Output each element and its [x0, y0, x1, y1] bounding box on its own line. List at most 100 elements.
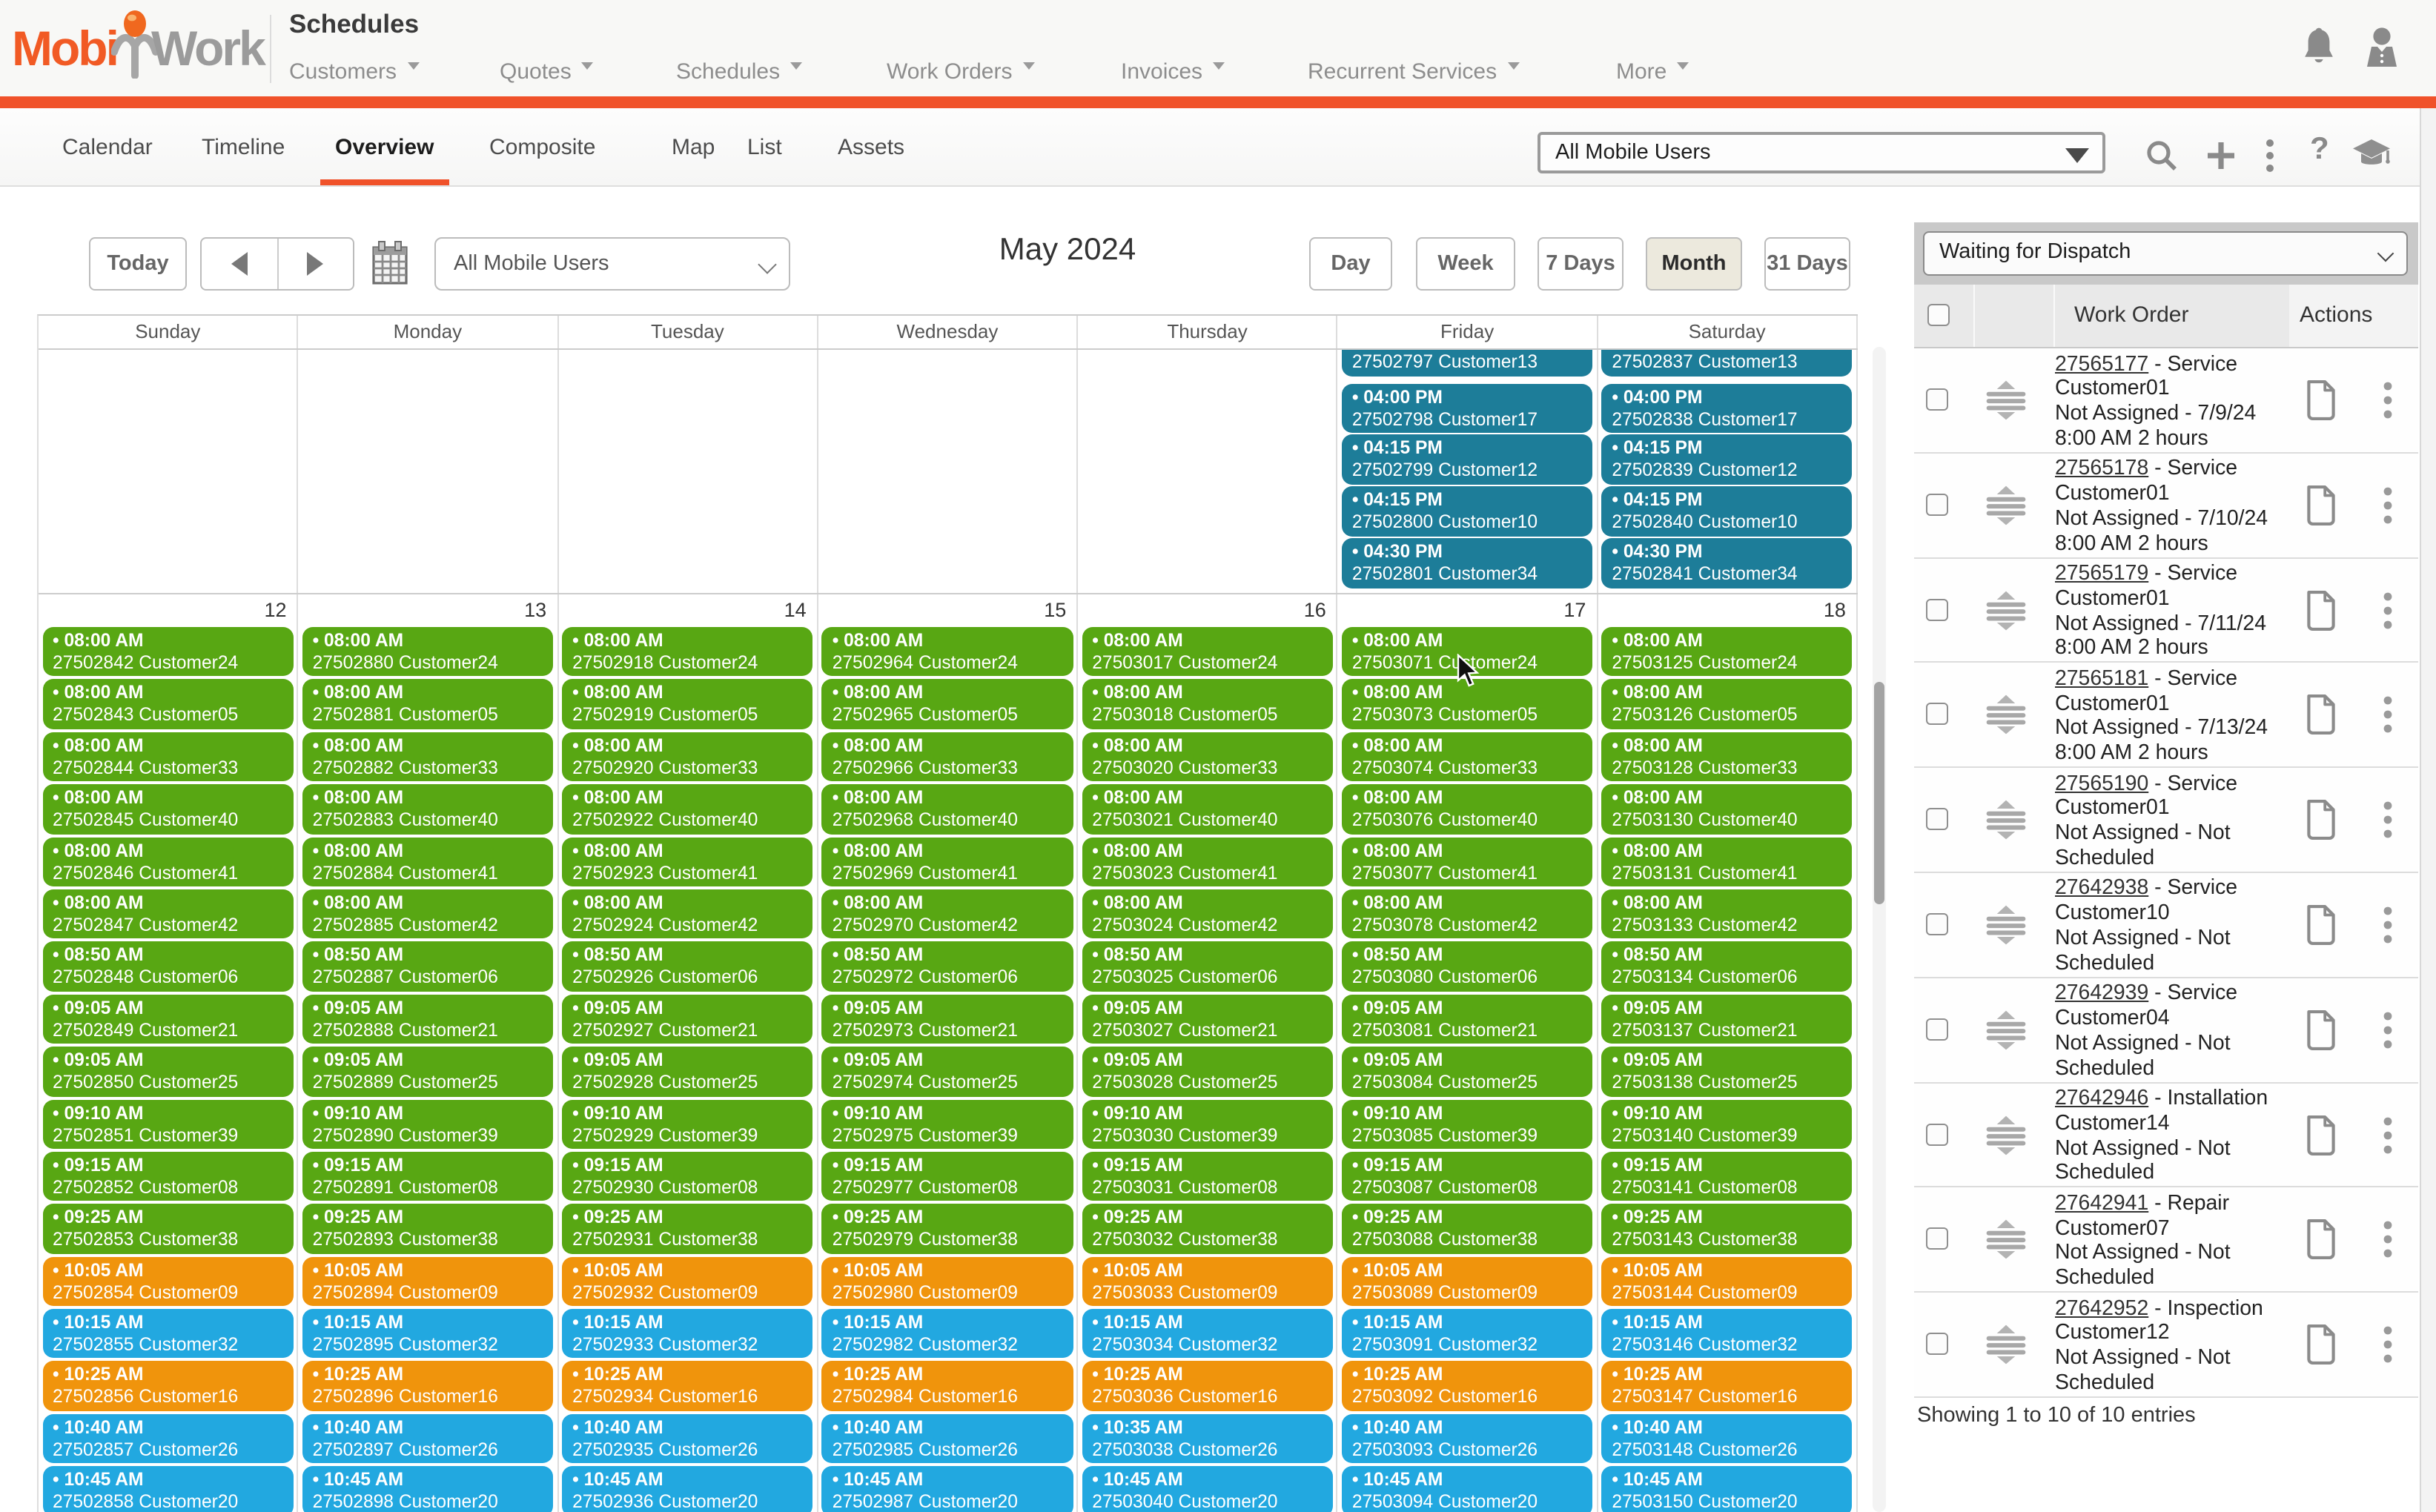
row-menu-icon[interactable]: [2383, 381, 2393, 427]
calendar-event[interactable]: • 10:45 AM 27502858 Customer20: [42, 1466, 294, 1512]
calendar-event[interactable]: • 08:00 AM 27502882 Customer33: [302, 732, 554, 782]
view-button-week[interactable]: Week: [1416, 237, 1515, 291]
calendar-event[interactable]: • 09:10 AM 27503140 Customer39: [1601, 1099, 1853, 1149]
add-icon[interactable]: [2203, 138, 2239, 173]
calendar-event[interactable]: • 09:05 AM 27502973 Customer21: [821, 994, 1073, 1044]
calendar-event[interactable]: • 04:30 PM 27502801 Customer34: [1341, 538, 1593, 588]
page-scrollbar[interactable]: [2420, 108, 2436, 1512]
calendar-event[interactable]: • 08:00 AM 27503024 Customer42: [1082, 889, 1333, 939]
calendar-event[interactable]: • 09:05 AM 27503084 Customer25: [1341, 1047, 1593, 1097]
calendar-event[interactable]: • 10:15 AM 27502855 Customer32: [42, 1309, 294, 1359]
calendar-event[interactable]: • 09:10 AM 27502851 Customer39: [42, 1099, 294, 1149]
team-select[interactable]: All Mobile Users: [1538, 132, 2105, 173]
work-order-link[interactable]: 27642946: [2055, 1087, 2149, 1111]
calendar-event[interactable]: • 10:45 AM 27503150 Customer20: [1601, 1466, 1853, 1512]
row-checkbox[interactable]: [1926, 1227, 1948, 1250]
row-menu-icon[interactable]: [2383, 906, 2393, 952]
calendar-event[interactable]: • 10:25 AM 27503036 Customer16: [1082, 1361, 1333, 1411]
calendar-event[interactable]: • 09:05 AM 27503081 Customer21: [1341, 994, 1593, 1044]
tab-overview[interactable]: Overview: [320, 135, 449, 185]
calendar-event[interactable]: • 09:15 AM 27502891 Customer08: [302, 1151, 554, 1201]
work-order-link[interactable]: 27642938: [2055, 876, 2149, 901]
calendar-event[interactable]: • 10:15 AM 27503146 Customer32: [1601, 1309, 1853, 1359]
calendar-event[interactable]: • 08:00 AM 27503133 Customer42: [1601, 889, 1853, 939]
calendar-event[interactable]: • 08:00 AM 27503076 Customer40: [1341, 784, 1593, 835]
calendar-event[interactable]: • 10:45 AM 27502898 Customer20: [302, 1466, 554, 1512]
calendar-event[interactable]: • 08:00 AM 27502968 Customer40: [821, 784, 1073, 835]
row-checkbox[interactable]: [1926, 1018, 1948, 1041]
calendar-event[interactable]: • 08:00 AM 27502919 Customer05: [562, 679, 813, 729]
calendar-event[interactable]: • 09:15 AM 27503087 Customer08: [1341, 1151, 1593, 1201]
calendar-event[interactable]: • 09:05 AM 27502928 Customer25: [562, 1047, 813, 1097]
calendar-event[interactable]: • 08:50 AM 27503025 Customer06: [1082, 941, 1333, 992]
calendar-event[interactable]: • 08:00 AM 27503018 Customer05: [1082, 679, 1333, 729]
calendar-event[interactable]: • 08:50 AM 27503080 Customer06: [1341, 941, 1593, 992]
calendar-event[interactable]: • 08:00 AM 27502842 Customer24: [42, 627, 294, 677]
row-menu-icon[interactable]: [2383, 1011, 2393, 1057]
view-button-7-days[interactable]: 7 Days: [1538, 237, 1624, 291]
drag-handle-icon[interactable]: [1982, 1009, 2030, 1058]
calendar-event[interactable]: • 08:00 AM 27502970 Customer42: [821, 889, 1073, 939]
mobile-users-select[interactable]: All Mobile Users: [434, 237, 790, 291]
calendar-event[interactable]: • 09:05 AM 27503137 Customer21: [1601, 994, 1853, 1044]
calendar-event[interactable]: • 09:15 AM 27503031 Customer08: [1082, 1151, 1333, 1201]
view-button-day[interactable]: Day: [1309, 237, 1392, 291]
notes-document-icon[interactable]: [2304, 589, 2338, 638]
calendar-event[interactable]: • 08:00 AM 27503126 Customer05: [1601, 679, 1853, 729]
calendar-event[interactable]: • 08:00 AM 27503078 Customer42: [1341, 889, 1593, 939]
calendar-event[interactable]: • 08:00 AM 27502965 Customer05: [821, 679, 1073, 729]
calendar-event[interactable]: • 08:00 AM 27502924 Customer42: [562, 889, 813, 939]
row-checkbox[interactable]: [1926, 808, 1948, 831]
notes-document-icon[interactable]: [2304, 485, 2338, 534]
calendar-event[interactable]: • 10:45 AM 27503040 Customer20: [1082, 1466, 1333, 1512]
search-icon[interactable]: [2144, 138, 2180, 173]
calendar-event[interactable]: • 08:50 AM 27502887 Customer06: [302, 941, 554, 992]
row-checkbox[interactable]: [1926, 388, 1948, 411]
calendar-event[interactable]: • 08:00 AM 27502923 Customer41: [562, 837, 813, 886]
calendar-event[interactable]: • 09:25 AM 27502931 Customer38: [562, 1204, 813, 1254]
calendar-event[interactable]: • 10:25 AM 27502856 Customer16: [42, 1361, 294, 1411]
notes-document-icon[interactable]: [2304, 799, 2338, 848]
calendar-event[interactable]: • 09:25 AM 27503143 Customer38: [1601, 1204, 1853, 1254]
calendar-event[interactable]: • 08:00 AM 27502885 Customer42: [302, 889, 554, 939]
date-picker-icon[interactable]: [371, 240, 409, 286]
calendar-event[interactable]: • 10:40 AM 27503093 Customer26: [1341, 1413, 1593, 1464]
calendar-event[interactable]: • 04:15 PM 27502840 Customer10: [1601, 486, 1853, 537]
calendar-event[interactable]: • 09:15 AM 27503141 Customer08: [1601, 1151, 1853, 1201]
notes-document-icon[interactable]: [2304, 379, 2338, 428]
calendar-event[interactable]: • 08:50 AM 27502848 Customer06: [42, 941, 294, 992]
drag-handle-icon[interactable]: [1982, 1114, 2030, 1163]
calendar-event[interactable]: • 08:00 AM 27503128 Customer33: [1601, 732, 1853, 782]
calendar-event[interactable]: • 04:00 PM 27502798 Customer17: [1341, 383, 1593, 433]
calendar-event[interactable]: • 10:40 AM 27502857 Customer26: [42, 1413, 294, 1464]
calendar-event[interactable]: • 04:15 PM 27502800 Customer10: [1341, 486, 1593, 537]
nav-item-customers[interactable]: Customers: [289, 59, 420, 84]
row-menu-icon[interactable]: [2383, 591, 2393, 637]
calendar-event[interactable]: • 04:00 PM 27502838 Customer17: [1601, 383, 1853, 433]
calendar-event[interactable]: • 10:45 AM 27502987 Customer20: [821, 1466, 1073, 1512]
calendar-event[interactable]: • 08:00 AM 27502845 Customer40: [42, 784, 294, 835]
select-all-checkbox[interactable]: [1927, 304, 1950, 326]
tab-list[interactable]: List: [747, 135, 782, 160]
row-checkbox[interactable]: [1926, 598, 1948, 621]
row-checkbox[interactable]: [1926, 493, 1948, 516]
calendar-event[interactable]: • 08:00 AM 27503130 Customer40: [1601, 784, 1853, 835]
notes-document-icon[interactable]: [2304, 1324, 2338, 1373]
row-checkbox[interactable]: [1926, 703, 1948, 726]
calendar-event[interactable]: • 08:00 AM 27503020 Customer33: [1082, 732, 1333, 782]
calendar-event[interactable]: • 10:05 AM 27503144 Customer09: [1601, 1256, 1853, 1307]
calendar-event[interactable]: • 10:45 AM 27502936 Customer20: [562, 1466, 813, 1512]
calendar-event[interactable]: • 09:05 AM 27502889 Customer25: [302, 1047, 554, 1097]
tab-assets[interactable]: Assets: [838, 135, 905, 160]
drag-handle-icon[interactable]: [1982, 1219, 2030, 1268]
app-logo[interactable]: Mobi Work: [12, 10, 266, 87]
calendar-event[interactable]: • 08:00 AM 27502883 Customer40: [302, 784, 554, 835]
next-button[interactable]: [278, 239, 353, 289]
calendar-event[interactable]: • 04:30 PM 27502841 Customer34: [1601, 538, 1853, 588]
notes-document-icon[interactable]: [2304, 1009, 2338, 1058]
work-order-link[interactable]: 27642939: [2055, 981, 2149, 1006]
training-cap-icon[interactable]: [2351, 138, 2392, 172]
calendar-event[interactable]: • 08:50 AM 27502926 Customer06: [562, 941, 813, 992]
calendar-event[interactable]: • 09:25 AM 27503032 Customer38: [1082, 1204, 1333, 1254]
user-profile-icon[interactable]: [2363, 27, 2400, 68]
